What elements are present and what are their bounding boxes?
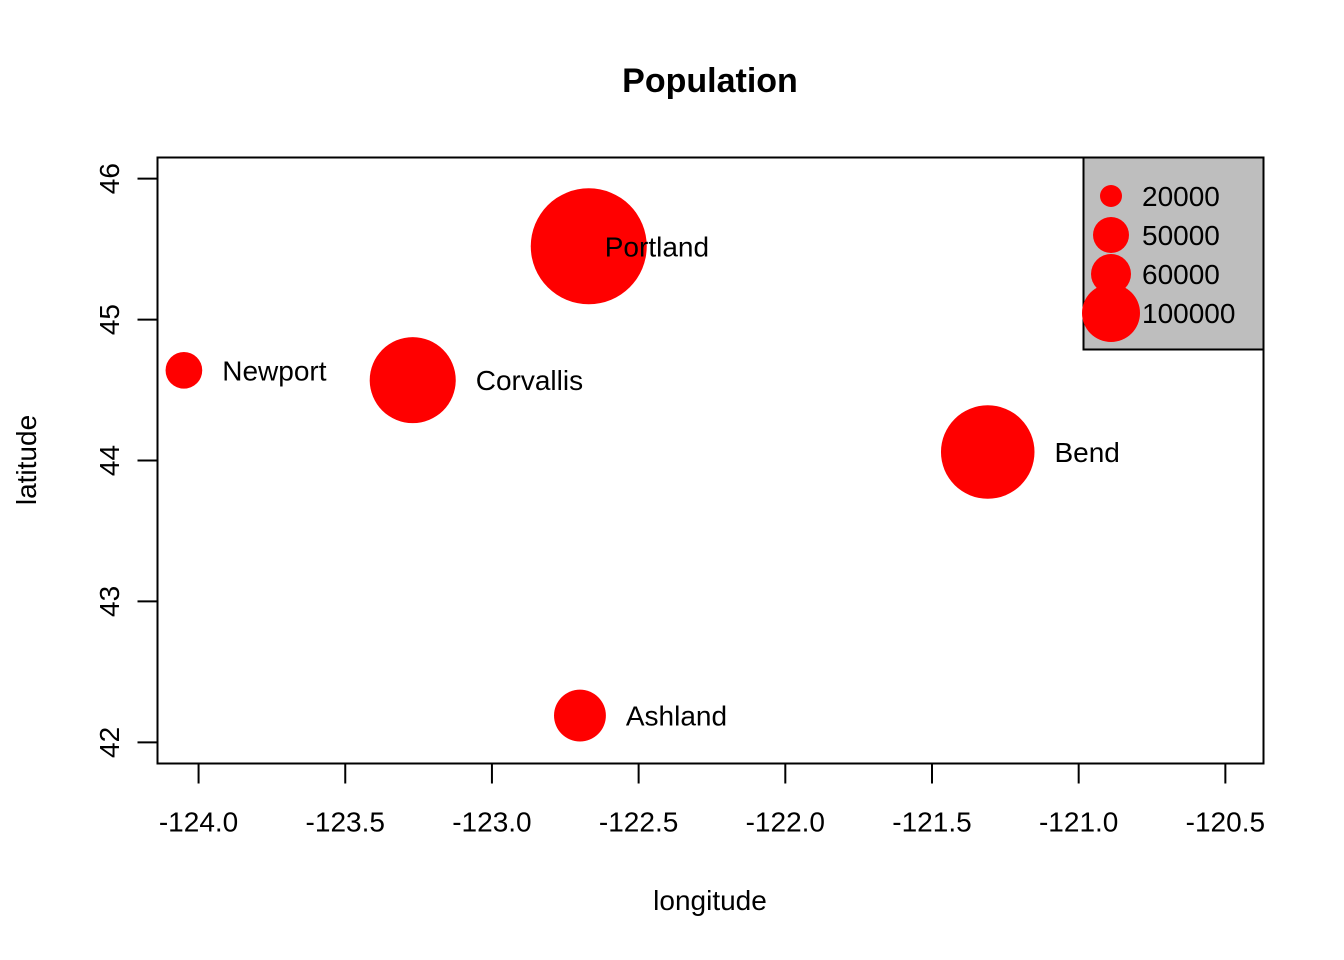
chart-title: Population xyxy=(622,62,798,100)
x-tick-label: -124.0 xyxy=(159,807,238,838)
data-points: Portland Newport Corvallis Bend Ashland xyxy=(165,188,1120,742)
legend-symbol xyxy=(1091,254,1131,294)
x-tick-label: -122.5 xyxy=(599,807,678,838)
y-tick-label: 44 xyxy=(94,445,125,476)
city-label: Newport xyxy=(222,355,326,386)
city-label: Bend xyxy=(1054,437,1119,468)
x-axis: -124.0 -123.5 -123.0 -122.5 -122.0 -121.5 -121… xyxy=(159,762,1265,838)
city-point xyxy=(554,689,606,742)
legend-symbol xyxy=(1093,217,1129,253)
y-tick-label: 43 xyxy=(94,586,125,617)
city-label: Corvallis xyxy=(476,365,583,396)
city-point xyxy=(165,351,203,389)
y-tick-label: 42 xyxy=(94,727,125,758)
city-point xyxy=(940,405,1035,499)
legend-label: 100000 xyxy=(1142,298,1235,329)
x-tick-label: -123.5 xyxy=(306,807,385,838)
legend-symbol xyxy=(1100,185,1122,207)
legend-label: 20000 xyxy=(1142,181,1220,212)
legend-label: 60000 xyxy=(1142,259,1220,290)
y-tick-label: 45 xyxy=(94,304,125,335)
y-axis: 42 43 44 45 46 xyxy=(94,163,159,758)
y-axis-title: latitude xyxy=(11,415,42,505)
city-point xyxy=(369,337,456,424)
city-point xyxy=(530,188,647,305)
x-tick-label: -120.5 xyxy=(1186,807,1265,838)
city-label: Portland xyxy=(605,231,709,262)
legend-symbol xyxy=(1082,284,1140,342)
x-tick-label: -121.5 xyxy=(892,807,971,838)
legend-label: 50000 xyxy=(1142,220,1220,251)
city-label: Ashland xyxy=(626,701,727,732)
y-tick-label: 46 xyxy=(94,163,125,194)
x-axis-title: longitude xyxy=(653,885,767,916)
x-tick-label: -123.0 xyxy=(452,807,531,838)
plot-frame xyxy=(156,156,1265,765)
legend: 20000 50000 60000 100000 xyxy=(1082,156,1265,351)
x-tick-label: -122.0 xyxy=(746,807,825,838)
x-tick-label: -121.0 xyxy=(1039,807,1118,838)
